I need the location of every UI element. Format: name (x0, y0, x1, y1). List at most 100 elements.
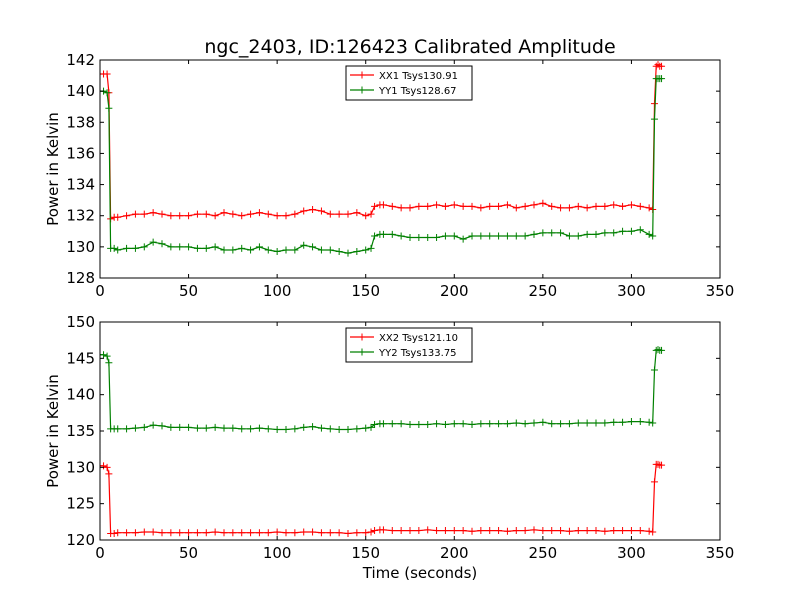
data-point (610, 229, 618, 237)
data-point (521, 232, 529, 240)
data-point (326, 210, 334, 218)
data-point (397, 420, 405, 428)
y-tick-label: 142 (66, 51, 95, 69)
data-point (123, 212, 131, 220)
data-point (353, 529, 361, 537)
data-point (300, 207, 308, 215)
data-point (105, 104, 113, 112)
data-point (335, 529, 343, 537)
data-point (557, 229, 565, 237)
data-point (521, 527, 529, 535)
data-point (503, 420, 511, 428)
data-point (539, 527, 547, 535)
y-tick-label: 145 (66, 349, 95, 367)
data-point (649, 232, 657, 240)
plot-panel-2: 0 50 100 150 200 250 300 350 120 125 130 135 140 145 1… (44, 313, 734, 582)
data-point (167, 529, 175, 537)
data-point (140, 423, 148, 431)
data-point (468, 232, 476, 240)
data-point (264, 529, 272, 537)
figure-title: ngc_2403, ID:126423 Calibrated Amplitude (204, 36, 615, 58)
data-point (521, 202, 529, 210)
data-point (140, 243, 148, 251)
data-point (158, 422, 166, 430)
data-point (495, 527, 503, 535)
data-point (211, 212, 219, 220)
data-point (512, 232, 520, 240)
plot-panel-1: 0 50 100 150 200 250 300 350 128 130 132 134 136 138 1… (44, 51, 734, 300)
data-point (592, 230, 600, 238)
data-point (353, 209, 361, 217)
data-point (658, 62, 666, 70)
data-point (123, 529, 131, 537)
data-point (601, 202, 609, 210)
data-point (433, 234, 441, 242)
data-point (110, 244, 118, 252)
legend-box (345, 327, 473, 363)
x-tick-label: 150 (351, 282, 380, 300)
data-point (238, 529, 246, 537)
data-point (255, 424, 263, 432)
data-point (619, 227, 627, 235)
data-point (362, 246, 370, 254)
data-point (202, 424, 210, 432)
data-point (367, 423, 375, 431)
data-point (114, 246, 122, 254)
data-point (486, 202, 494, 210)
data-point (326, 529, 334, 537)
data-point (548, 527, 556, 535)
data-point (273, 528, 281, 536)
legend-label: XX1 Tsys130.91 (379, 71, 458, 82)
data-point (103, 70, 111, 78)
data-point (103, 89, 111, 97)
data-point (583, 527, 591, 535)
data-point (229, 424, 237, 432)
data-point (592, 419, 600, 427)
x-tick-label: 300 (617, 544, 646, 562)
data-point (103, 463, 111, 471)
data-point (521, 420, 529, 428)
legend: XX1 Tsys130.91 YY1 Tsys128.67 (345, 65, 473, 101)
data-point (574, 419, 582, 427)
data-point (433, 201, 441, 209)
data-point (649, 419, 657, 427)
data-point (110, 529, 118, 537)
data-point (158, 240, 166, 248)
data-point (247, 246, 255, 254)
data-point (264, 425, 272, 433)
data-point (530, 230, 538, 238)
data-point (229, 529, 237, 537)
y-tick-label: 125 (66, 495, 95, 513)
y-tick-label: 138 (66, 113, 95, 131)
data-point (658, 461, 666, 469)
data-point (335, 248, 343, 256)
data-point (291, 210, 299, 218)
data-point (592, 527, 600, 535)
data-point (255, 529, 263, 537)
data-point (309, 205, 317, 213)
data-point (100, 351, 108, 359)
data-point (371, 232, 379, 240)
data-point (362, 424, 370, 432)
data-point (424, 420, 432, 428)
data-point (627, 201, 635, 209)
data-point (495, 232, 503, 240)
data-point (309, 243, 317, 251)
x-tick-label: 0 (95, 544, 105, 562)
data-point (229, 246, 237, 254)
data-point (397, 527, 405, 535)
data-point (450, 232, 458, 240)
data-point (636, 202, 644, 210)
data-point (450, 527, 458, 535)
y-axis-label: Power in Kelvin (44, 374, 62, 488)
x-tick-label: 50 (179, 544, 198, 562)
data-point (220, 529, 228, 537)
data-point (468, 420, 476, 428)
data-point (645, 418, 653, 426)
data-point (158, 210, 166, 218)
data-point (211, 243, 219, 251)
data-point (512, 527, 520, 535)
data-point (503, 201, 511, 209)
data-point (176, 243, 184, 251)
